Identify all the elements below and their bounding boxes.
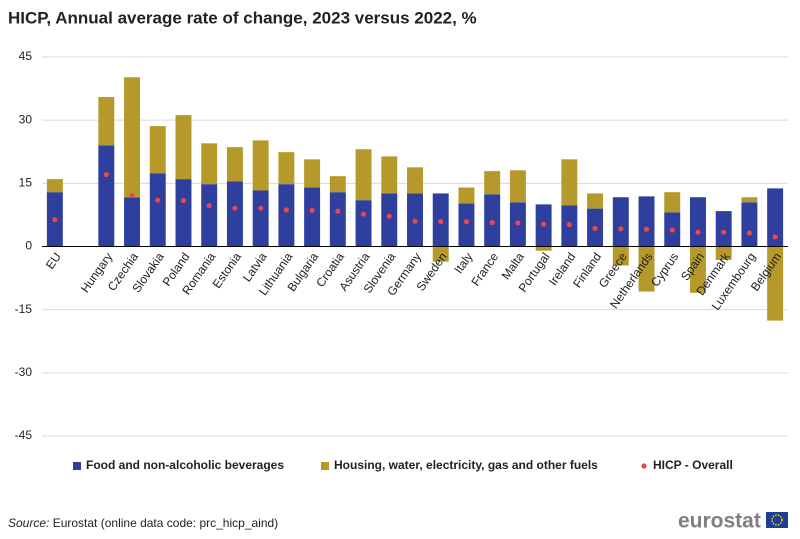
source-label: Source: [8,516,49,530]
hicp-dot [129,192,135,199]
bar-segment [304,159,321,188]
bar-segment [201,184,218,247]
hicp-dot [309,207,315,213]
legend-label: Housing, water, electricity, gas and oth… [334,458,598,472]
hicp-dot [155,197,161,203]
hicp-dot [566,222,572,228]
hicp-dot [515,220,521,226]
bar-segment [149,173,166,247]
bar-segment [458,203,475,247]
bar-segment [252,140,269,191]
hicp-dot [180,197,187,204]
chart-title: HICP, Annual average rate of change, 202… [8,8,477,27]
bar-segment [46,179,63,193]
bar-segment [355,200,372,247]
bar-segment [304,187,321,247]
bar-segment [226,181,243,247]
eu-flag [766,512,788,528]
bar-segment [587,193,604,209]
hicp-dot [412,218,418,224]
hicp-dot [283,207,289,213]
hicp-dot [232,205,238,211]
hicp-dot [438,219,444,225]
hicp-dot [258,205,264,211]
bar-segment [175,179,192,247]
bar-segment [407,167,423,194]
hicp-dot [386,213,392,219]
bar-segment [484,171,501,195]
hicp-dot [618,226,624,232]
bar-segment [226,147,243,182]
bar-segment [278,152,295,185]
bar-segment [432,246,449,262]
legend-label: Food and non-alcoholic beverages [86,458,284,472]
bar-segment [689,246,706,293]
legend-swatch [641,463,647,469]
hicp-dot [489,219,495,226]
y-tick-label: -30 [15,365,33,379]
hicp-dot [721,229,727,235]
bar-segment [329,192,346,247]
bar-segment [98,97,115,146]
bar-segment [355,149,372,201]
bar-segment [741,202,758,247]
bar-segment [767,188,784,247]
bar-segment [715,211,732,247]
hicp-dot [746,230,753,236]
bar-segment [329,176,346,193]
bar-segment [458,187,475,204]
y-tick-label: -45 [15,428,33,442]
bar-segment [175,115,192,180]
x-tick-label: France [468,250,501,289]
bar-segment [561,159,578,206]
y-tick-label: 30 [19,112,33,126]
y-tick-label: 0 [25,239,32,253]
x-tick-label: EU [43,250,64,272]
bar-segment [612,246,629,266]
y-tick-label: -15 [15,302,33,316]
legend-label: HICP - Overall [653,458,733,472]
bar-segment [741,197,758,203]
bar-segment [124,77,141,198]
bar-segment [381,156,398,194]
bar-segment [149,126,166,174]
bar-segment [535,246,552,251]
hicp-dot [643,226,650,232]
bar-segment [638,246,655,292]
bar-segment [715,246,732,260]
logo: eurostat [678,510,761,533]
hicp-dot [541,221,547,227]
bar-segment [664,192,681,213]
hicp-dot [669,227,675,233]
bar-segment [278,184,295,247]
y-tick-label: 15 [19,176,33,190]
hicp-dot [463,219,470,225]
hicp-dot [695,229,701,235]
hicp-dot [360,211,367,217]
hicp-dot [335,208,341,214]
bar-segment [767,246,784,321]
bar-segment [252,190,269,247]
bar-segment [124,197,141,247]
bar-segment [201,143,218,185]
legend-swatch [321,462,329,470]
y-tick-label: 45 [19,49,33,63]
source-text: Eurostat (online data code: prc_hicp_ain… [53,516,278,530]
bar-segment [689,197,706,247]
hicp-dot [772,234,778,240]
bar-segment [509,170,526,203]
hicp-dot [592,225,598,231]
hicp-dot [206,203,212,209]
bar-segment [638,196,655,247]
eu-stars [771,514,783,526]
bar-segment [612,197,629,247]
source: Source: Eurostat (online data code: prc_… [8,516,278,530]
legend-swatch [73,462,81,470]
x-tick-label: Italy [451,250,475,276]
hicp-dot [52,216,58,223]
bar-segment [381,193,398,247]
bar-segment [98,145,115,247]
hicp-dot [103,171,109,178]
